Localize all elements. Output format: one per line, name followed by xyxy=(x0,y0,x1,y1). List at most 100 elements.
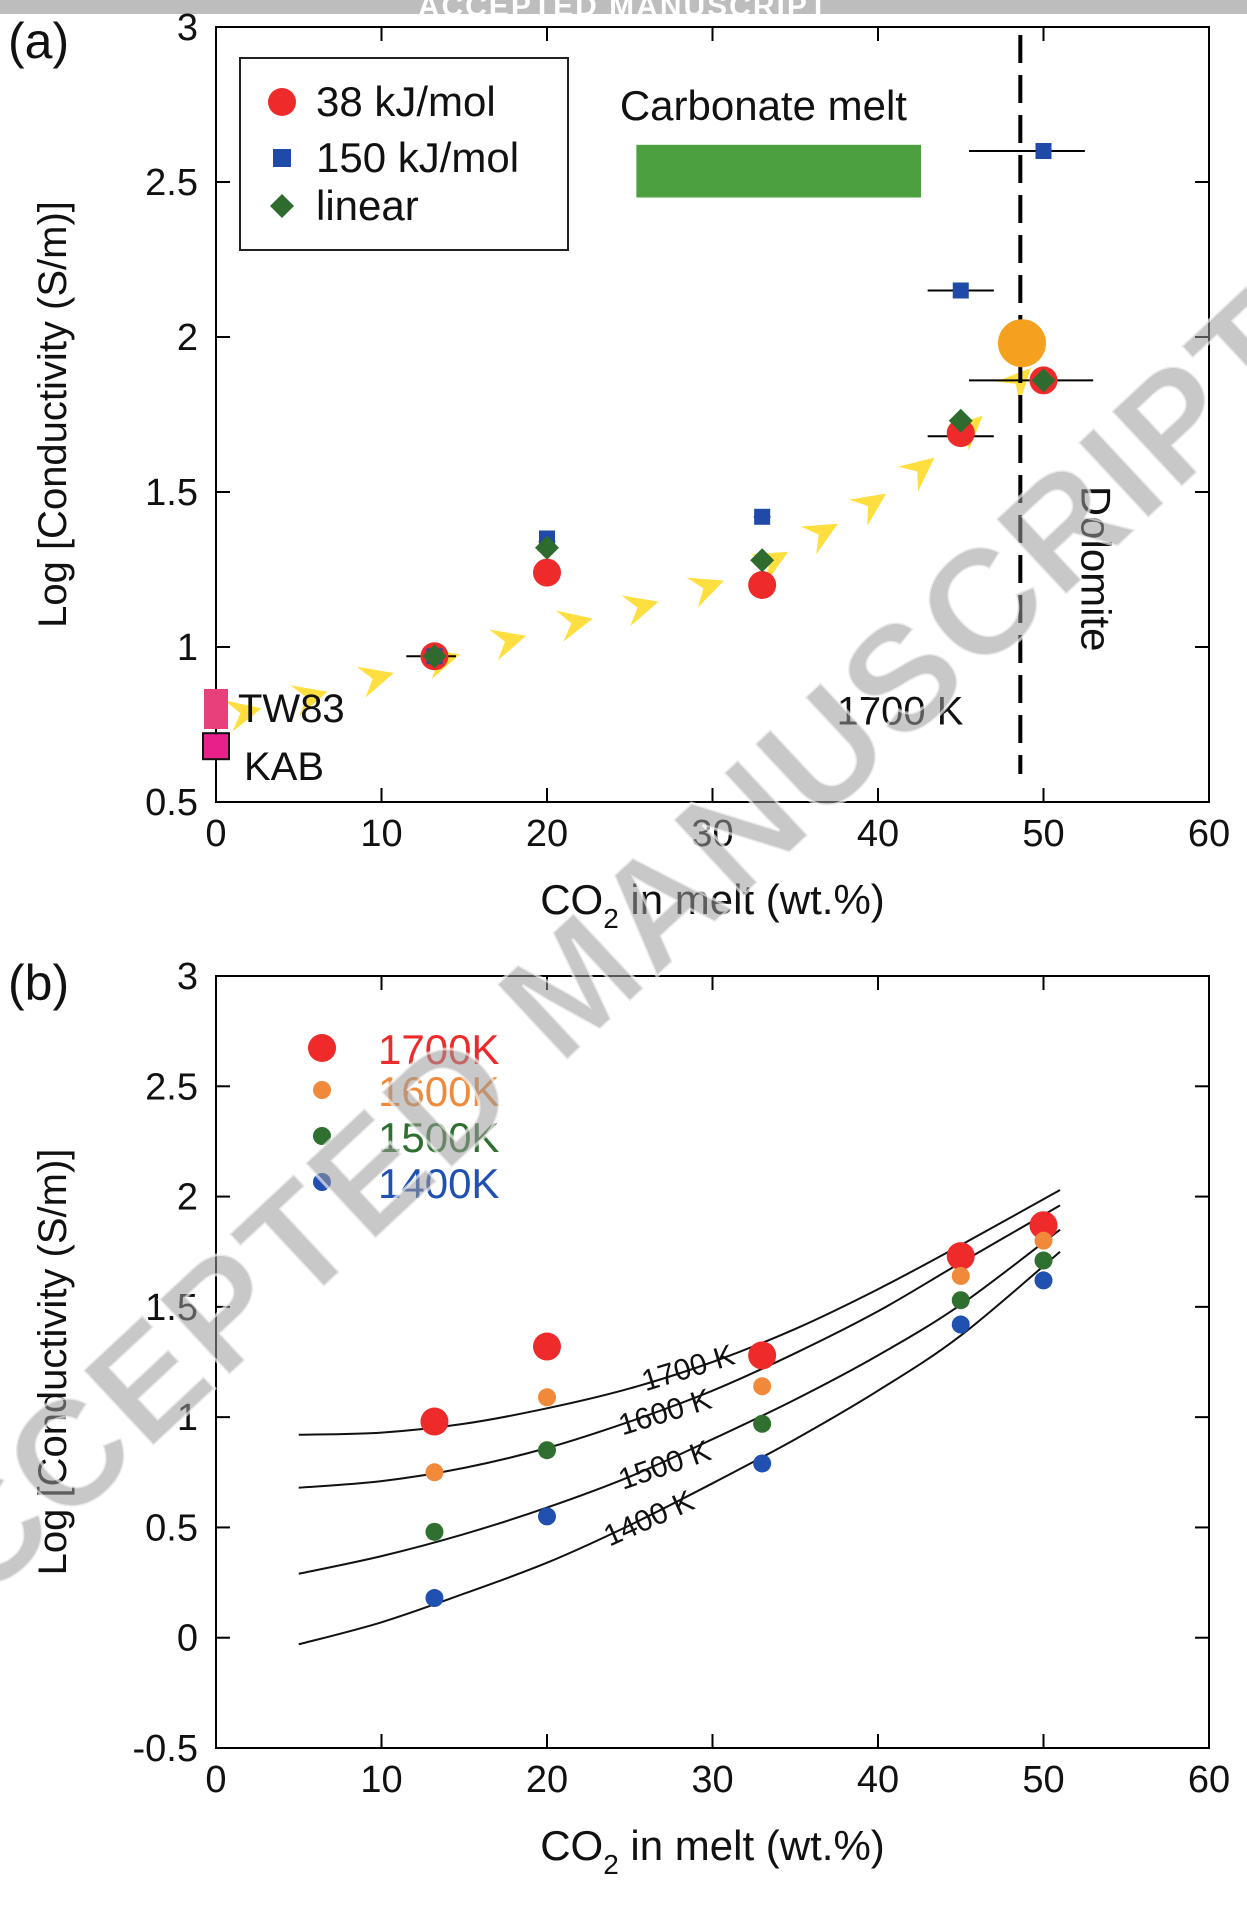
panel-b-y-tick-label: 0.5 xyxy=(145,1507,198,1549)
panel-a-x-tick-label: 10 xyxy=(360,813,402,855)
panel-b-point xyxy=(1034,1231,1053,1250)
panel-b-x-tick-label: 30 xyxy=(691,1759,733,1801)
panel-a-x-tick-label: 0 xyxy=(205,813,226,855)
panel-b-y-tick-label: 3 xyxy=(177,956,198,998)
carbonate-melt-label: Carbonate melt xyxy=(620,82,907,129)
panel-a-point-diamond xyxy=(750,548,775,573)
panel-b-legend-marker xyxy=(308,1034,336,1062)
ref-point-tw83 xyxy=(204,689,228,729)
panel-a-point-square xyxy=(1035,143,1052,159)
panel-b-y-tick-label: 0 xyxy=(177,1618,198,1660)
panel-a-point-diamond xyxy=(535,535,559,560)
panel-b-point xyxy=(420,1407,449,1436)
panel-b-y-tick-label: 2.5 xyxy=(145,1066,198,1108)
panel-a-y-tick-label: 2 xyxy=(177,317,198,359)
arrow-path-head xyxy=(356,666,394,698)
legend-label: 38 kJ/mol xyxy=(316,78,496,125)
panel-b-legend-marker xyxy=(313,1127,331,1145)
arrow-path-head xyxy=(621,595,659,627)
panel-a-x-tick-label: 40 xyxy=(857,813,899,855)
panel-b-legend-label: 1500K xyxy=(378,1114,499,1161)
panel-b-point xyxy=(946,1242,975,1271)
panel-b-legend-marker xyxy=(313,1173,331,1191)
curve-label: 1500 K xyxy=(614,1434,715,1496)
ref-label-tw83: TW83 xyxy=(238,687,345,731)
panel-a-point-diamond xyxy=(1031,368,1056,393)
panel-a-y-tick-label: 2.5 xyxy=(145,162,198,204)
panel-b-point xyxy=(538,1441,556,1460)
panel-b-y-tick-label: 2 xyxy=(177,1177,198,1219)
legend-box xyxy=(239,57,569,251)
panel-a-point-square xyxy=(952,282,969,299)
panel-b-point xyxy=(753,1454,772,1473)
panel-b-label: (b) xyxy=(8,955,69,1011)
panel-b-x-axis-label: CO2 in melt (wt.%) xyxy=(540,1822,885,1880)
legend-marker-circle xyxy=(268,88,296,116)
panel-a-point-diamond xyxy=(948,408,973,433)
panel-b-point xyxy=(753,1414,772,1433)
dolomite-point xyxy=(997,319,1046,368)
carbonate-melt-bar xyxy=(636,144,922,198)
panel-b-point xyxy=(753,1377,772,1396)
panel-b-point xyxy=(1034,1251,1053,1270)
curve-label: 1400 K xyxy=(599,1484,699,1553)
panel-a-point-circle xyxy=(946,419,975,448)
fit-curve xyxy=(298,1204,1061,1489)
panel-b-point xyxy=(538,1507,556,1526)
panel-b-legend-label: 1700K xyxy=(378,1026,499,1073)
arrow-path-head xyxy=(290,685,328,717)
panel-a-y-tick-label: 1 xyxy=(177,627,198,669)
panel-b-point xyxy=(1034,1271,1053,1290)
panel-b-point xyxy=(425,1589,444,1608)
panel-b-x-tick-label: 60 xyxy=(1188,1759,1230,1801)
panel-b-point xyxy=(951,1315,970,1334)
panel-a-x-tick-label: 60 xyxy=(1188,813,1230,855)
arrow-path-head xyxy=(489,629,527,661)
panel-a-x-axis-label: CO2 in melt (wt.%) xyxy=(540,876,885,934)
panel-b-x-tick-label: 20 xyxy=(526,1759,568,1801)
panel-b-point xyxy=(425,1463,444,1482)
panel-a-y-tick-label: 0.5 xyxy=(145,782,198,824)
arrow-path-head xyxy=(800,523,838,555)
dolomite-label: Dolomite xyxy=(1073,486,1120,652)
arrow-path-head xyxy=(996,367,1031,404)
legend-marker-square xyxy=(273,149,291,167)
legend-label: linear xyxy=(316,182,419,229)
panel-a-x-tick-label: 20 xyxy=(526,813,568,855)
panel-b-y-axis-label: Log [Conductivity (S/m)] xyxy=(31,1149,75,1576)
panel-b-point xyxy=(951,1291,970,1310)
ref-point-kab xyxy=(202,732,230,761)
panel-b-point xyxy=(1029,1211,1058,1240)
ref-label-kab: KAB xyxy=(244,745,324,789)
panel-b-legend-label: 1600K xyxy=(378,1068,499,1115)
arrow-path-head xyxy=(750,551,789,583)
panel-b-x-tick-label: 50 xyxy=(1022,1759,1064,1801)
panel-b-x-tick-label: 0 xyxy=(205,1759,226,1801)
panel-a-point-circle xyxy=(533,558,561,587)
panel-b-x-tick-label: 40 xyxy=(857,1759,899,1801)
panel-b-point xyxy=(533,1332,561,1361)
panel-a-x-tick-label: 30 xyxy=(691,813,733,855)
top-banner: ACCEPTED MANUSCRIPT xyxy=(0,0,1247,14)
panel-a-label: (a) xyxy=(8,13,69,69)
arrow-path-head xyxy=(225,700,262,732)
arrow-path-head xyxy=(686,577,725,608)
panel-b-y-tick-label: -0.5 xyxy=(133,1728,198,1770)
temperature-annotation: 1700 K xyxy=(837,690,964,734)
panel-b-point xyxy=(748,1341,777,1370)
panel-a-point-diamond xyxy=(422,644,447,669)
panel-b-y-tick-label: 1.5 xyxy=(145,1287,198,1329)
panel-b-point xyxy=(425,1522,444,1541)
fit-curve xyxy=(298,1228,1061,1575)
panel-b-x-tick-label: 10 xyxy=(360,1759,402,1801)
legend-label: 150 kJ/mol xyxy=(316,134,519,181)
panel-a-x-tick-label: 50 xyxy=(1022,813,1064,855)
panel-a-y-tick-label: 1.5 xyxy=(145,472,198,514)
fit-curve xyxy=(298,1250,1061,1646)
legend-marker-diamond xyxy=(270,194,294,218)
panel-b-legend-label: 1400K xyxy=(378,1160,499,1207)
panel-b-point xyxy=(951,1266,970,1285)
panel-a-point-circle xyxy=(748,571,777,599)
